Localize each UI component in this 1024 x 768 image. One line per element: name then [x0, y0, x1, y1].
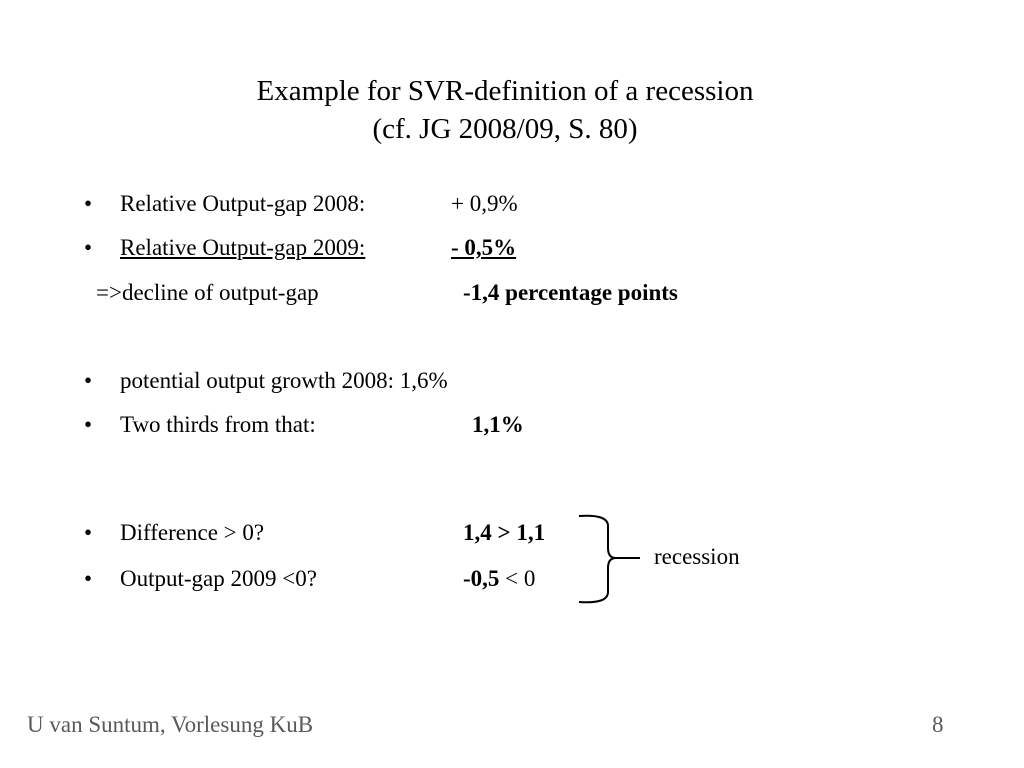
slide-title-line-1: Example for SVR-definition of a recessio… — [256, 75, 754, 107]
recession-label: recession — [654, 544, 740, 569]
bullet-label: Output-gap 2009 <0? — [120, 566, 317, 591]
bullet-label: Relative Output-gap 2009: — [120, 235, 366, 260]
decline-value: -1,4 percentage points — [463, 280, 678, 305]
bullet-value: -0,5 < 0 — [463, 565, 535, 593]
page-number: 8 — [932, 712, 944, 737]
bullet-value-rest: < 0 — [499, 566, 536, 591]
bullet-icon: • — [84, 368, 93, 393]
bullet-icon: • — [84, 191, 93, 216]
slide-title-line-2: (cf. JG 2008/09, S. 80) — [372, 113, 638, 145]
bullet-icon: • — [84, 520, 93, 545]
slide-title: Example for SVR-definition of a recessio… — [0, 72, 1010, 148]
bullet-icon: • — [84, 412, 93, 437]
bullet-label: Difference > 0? — [120, 520, 265, 545]
bullet-label: Relative Output-gap 2008: — [120, 191, 366, 216]
bullet-label: potential output growth 2008: 1,6% — [120, 368, 448, 393]
curly-brace-icon — [578, 514, 640, 604]
bullet-value: - 0,5% — [451, 235, 517, 260]
bullet-icon: • — [84, 566, 93, 591]
decline-label: =>decline of output-gap — [96, 280, 319, 305]
bullet-value: 1,1% — [472, 412, 524, 437]
bullet-icon: • — [84, 235, 93, 260]
footer-author: U van Suntum, Vorlesung KuB — [27, 712, 314, 737]
bullet-value: 1,4 > 1,1 — [463, 520, 546, 545]
bullet-value-bold: -0,5 — [463, 566, 500, 591]
bullet-label: Two thirds from that: — [120, 412, 316, 437]
bullet-value: + 0,9% — [451, 191, 518, 216]
